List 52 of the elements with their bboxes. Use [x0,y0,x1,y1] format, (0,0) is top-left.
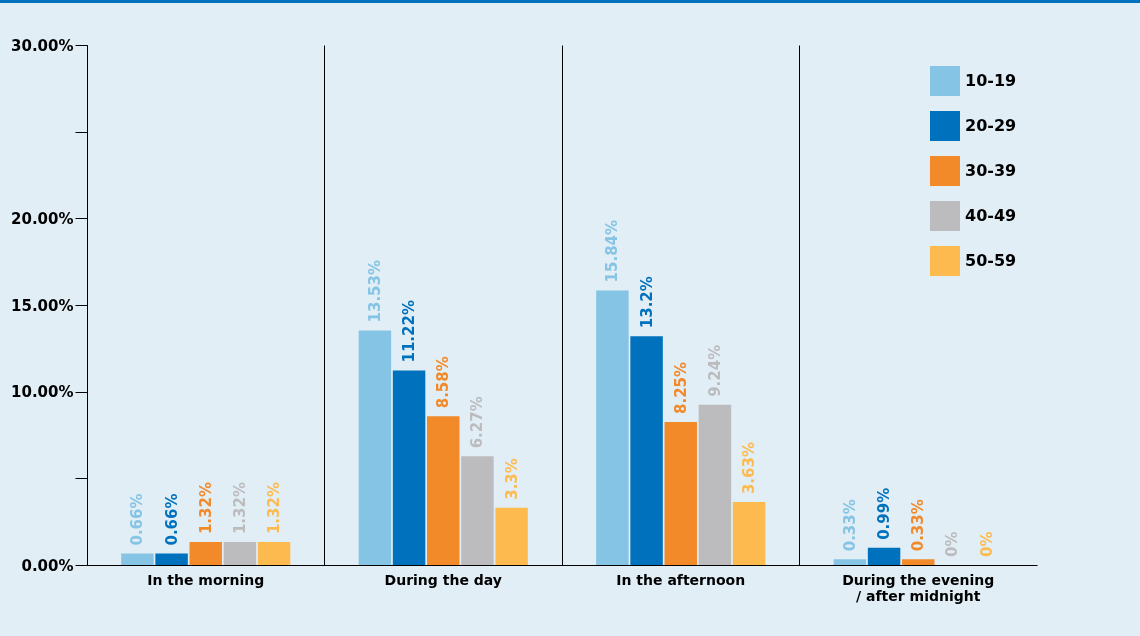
x-tick-label: During the day [384,571,502,588]
x-tick-label: During the evening / after midnight [842,571,995,604]
bar [461,456,494,565]
text: 11.22% [400,300,419,363]
bar [833,559,867,565]
bar [257,542,291,565]
text: 9.24% [705,344,724,397]
bar [121,553,154,565]
y-tick-label: 30.00% [11,36,74,55]
text: 0.66% [128,493,147,546]
text: 1.32% [196,482,215,535]
text: 0.33% [909,499,928,552]
bar [155,553,188,565]
text: 3.63% [740,442,759,495]
legend-label: 20-29 [965,116,1017,135]
bar [867,547,901,565]
text: 1.32% [230,482,249,535]
bar [392,370,426,565]
bar [358,330,392,565]
text: 0.99% [875,487,894,540]
bar [223,542,257,565]
bar [630,336,663,565]
x-tick-label: In the afternoon [616,571,746,588]
legend-label: 40-49 [965,206,1017,225]
legend-label: 50-59 [965,251,1017,270]
bar [698,404,732,565]
text: 8.58% [434,356,453,409]
text: 6.27% [468,396,487,449]
text: 3.3% [502,458,521,500]
text: 0% [943,531,962,557]
bar [596,290,629,565]
y-tick-label: 15.00% [11,296,74,315]
text: 15.84% [603,219,622,283]
bar [427,416,460,565]
text: 1.32% [265,482,284,535]
bar [902,559,935,565]
text: 0.33% [840,499,859,552]
x-tick-label: In the morning [147,571,265,588]
text: 0% [977,531,996,557]
text: 0.66% [162,493,181,546]
text: 13.53% [365,260,384,323]
bar [189,542,222,565]
y-tick-label: 10.00% [11,383,74,402]
y-tick-label: 20.00% [11,209,74,228]
bar [664,422,697,565]
bar [732,502,766,565]
legend-label: 10-19 [965,71,1017,90]
text: 13.2% [637,276,656,329]
text: 8.25% [671,361,690,414]
y-tick-label: 0.00% [21,556,74,575]
bar [495,507,528,565]
legend-label: 30-39 [965,161,1017,180]
